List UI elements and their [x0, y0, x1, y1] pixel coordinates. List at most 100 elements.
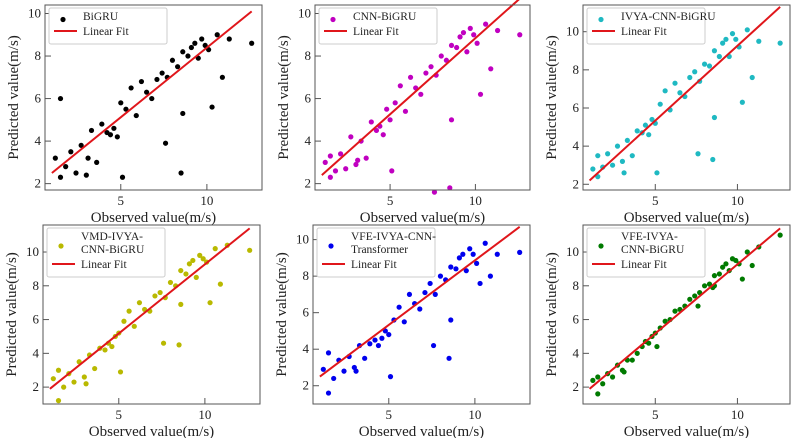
legend-marker	[598, 243, 604, 249]
data-point	[418, 91, 424, 97]
data-point	[92, 365, 98, 372]
data-point	[188, 44, 194, 51]
data-point	[402, 108, 409, 114]
data-point	[474, 40, 480, 46]
data-point	[672, 308, 678, 314]
data-point	[642, 122, 649, 128]
data-point	[454, 44, 460, 51]
data-point	[477, 280, 483, 287]
data-point	[428, 64, 434, 70]
data-point	[332, 168, 339, 174]
data-point	[744, 27, 750, 33]
data-point	[68, 149, 74, 155]
data-point	[178, 301, 184, 307]
data-point	[701, 283, 708, 289]
data-point	[111, 125, 117, 131]
data-point	[448, 317, 454, 323]
data-point	[483, 21, 489, 27]
data-point	[343, 166, 349, 172]
data-point	[186, 261, 192, 267]
data-point	[368, 119, 374, 125]
data-point	[373, 127, 380, 134]
y-tick-label: 8	[573, 278, 580, 293]
data-point	[212, 246, 218, 252]
y-tick-label: 4	[305, 133, 312, 148]
data-point	[99, 121, 105, 127]
data-point	[739, 99, 745, 105]
data-point	[463, 268, 469, 274]
y-tick-label: 8	[305, 48, 312, 63]
data-point	[362, 355, 368, 361]
data-point	[423, 70, 429, 76]
legend-box	[46, 227, 166, 278]
data-point	[777, 40, 783, 46]
data-point	[677, 90, 683, 96]
data-point	[716, 271, 722, 277]
y-tick-label: 6	[573, 312, 580, 327]
data-point	[50, 376, 56, 382]
legend-label: VFE-IVYA-CNN-	[351, 231, 436, 243]
data-point	[209, 104, 215, 110]
data-point	[646, 132, 652, 138]
legend-box	[586, 227, 706, 278]
y-tick-label: 8	[35, 48, 42, 63]
legend-marker	[60, 16, 66, 23]
axes-frame	[582, 4, 791, 191]
data-point	[446, 355, 452, 361]
data-point	[711, 114, 718, 121]
data-point	[157, 289, 163, 296]
data-point	[185, 53, 191, 59]
data-point	[494, 251, 500, 257]
legend: VFE-IVYA-CNN-BiGRU Linear Fit	[586, 227, 706, 278]
data-point	[109, 343, 115, 350]
data-point	[117, 369, 124, 375]
y-tick-label: 4	[35, 133, 42, 148]
data-point	[687, 74, 693, 81]
data-point	[207, 300, 213, 306]
legend-label: VFE-IVYA-	[621, 231, 678, 243]
data-point	[711, 48, 718, 54]
y-tick-label: 6	[573, 100, 580, 115]
data-point	[629, 153, 635, 159]
data-point	[52, 155, 58, 161]
subplot-5: 5 10 2 4 6 8 10 Observed value(m/s) Predicted va…	[274, 224, 531, 438]
data-point	[595, 391, 601, 397]
data-point	[614, 143, 621, 149]
data-point	[701, 61, 708, 67]
data-point	[392, 100, 398, 106]
data-point	[477, 91, 484, 97]
x-tick-label: 10	[200, 193, 213, 208]
data-point	[325, 350, 332, 356]
data-point	[386, 331, 392, 338]
y-tick-label: 10	[298, 6, 311, 21]
data-point	[517, 249, 523, 255]
data-point	[167, 279, 174, 286]
legend-label: Linear Fit	[353, 26, 399, 38]
x-tick-label: 5	[386, 407, 393, 422]
data-point	[777, 232, 783, 238]
data-point	[488, 66, 494, 72]
data-point	[692, 293, 698, 299]
data-point	[733, 36, 739, 42]
data-point	[180, 49, 186, 55]
data-point	[720, 264, 726, 270]
subplot-4: 5 10 2 4 6 8 10 Observed value(m/s) Predicted va…	[4, 224, 261, 438]
data-point	[723, 261, 729, 267]
data-point	[729, 31, 736, 37]
linear-fit-line	[588, 227, 781, 390]
y-axis-label: Predicted value(m/s)	[6, 35, 22, 160]
y-tick-label: 2	[573, 379, 580, 394]
data-point	[448, 117, 455, 123]
data-point	[83, 381, 89, 387]
data-point	[417, 306, 423, 312]
data-point	[706, 63, 713, 69]
data-point	[180, 110, 186, 117]
data-point	[482, 240, 488, 246]
data-point	[372, 337, 378, 343]
subplot-6: 5 10 2 4 6 8 10 Observed value(m/s) Predicted va…	[544, 224, 791, 438]
y-axis-label: Predicted value(m/s)	[544, 252, 560, 377]
y-tick-label: 4	[33, 345, 40, 360]
data-point	[331, 375, 337, 382]
legend-label: Linear Fit	[81, 259, 127, 271]
data-point	[744, 249, 750, 255]
